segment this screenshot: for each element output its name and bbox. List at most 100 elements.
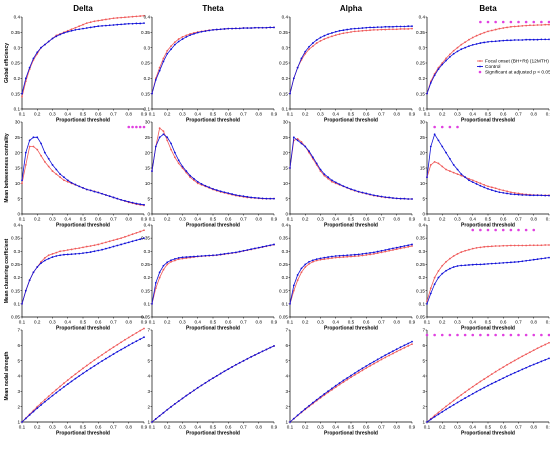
control-series-point: [464, 46, 467, 49]
control-series-point: [289, 92, 291, 95]
control-series-point: [28, 414, 31, 416]
control-series-point: [273, 26, 275, 29]
control-series-point: [475, 183, 478, 185]
x-tick-label: 0.2: [302, 112, 309, 117]
control-series-line: [426, 357, 550, 423]
x-tick-label: 0.4: [470, 425, 477, 430]
focal-series-point: [392, 352, 394, 355]
focal-series-point: [376, 360, 379, 363]
control-series-point: [143, 237, 145, 240]
focal-series-point: [173, 259, 176, 262]
significance-marker: [486, 333, 490, 337]
focal-series-point: [357, 371, 360, 374]
focal-series-point: [101, 353, 103, 356]
focal-series-point: [327, 257, 330, 260]
significance-marker: [494, 20, 497, 24]
control-series-point: [498, 379, 501, 381]
x-tick-label: 0.9: [546, 425, 550, 430]
control-series-point: [407, 342, 410, 345]
y-tick-label: 25: [420, 135, 426, 140]
y-tick-label: 30: [420, 120, 426, 125]
focal-series-point: [448, 402, 451, 405]
control-series-point: [483, 186, 486, 189]
control-series-point: [185, 394, 188, 397]
control-series-point: [384, 25, 387, 28]
focal-series-point: [327, 36, 330, 39]
focal-series-point: [124, 235, 126, 238]
control-series-point: [342, 379, 345, 382]
y-tick-label: 0.2: [144, 76, 151, 81]
focal-series-point: [63, 249, 65, 252]
focal-series-point: [376, 28, 379, 31]
control-series-point: [158, 136, 161, 139]
y-tick-label: 0.4: [14, 15, 21, 20]
control-series-point: [85, 251, 88, 254]
control-series-point: [154, 281, 157, 284]
control-series-point: [331, 387, 333, 390]
focal-series-point: [395, 350, 398, 353]
control-series-point: [47, 157, 50, 160]
focal-series-point: [490, 186, 493, 189]
control-series-point: [124, 242, 126, 245]
focal-series-point: [21, 95, 23, 98]
significance-marker: [456, 125, 459, 129]
control-series-point: [487, 40, 489, 43]
focal-series-point: [407, 28, 410, 30]
focal-series-point: [108, 17, 111, 20]
focal-series-point: [350, 376, 352, 379]
y-tick-label: 0.3: [14, 249, 21, 254]
control-series-point: [532, 258, 535, 261]
x-tick-label: 0.8: [126, 217, 133, 222]
control-series-point: [456, 50, 459, 53]
focal-series-point: [127, 16, 130, 18]
control-series-point: [66, 30, 69, 33]
focal-series-point: [55, 173, 58, 176]
focal-series-point: [384, 28, 387, 31]
x-tick-label: 0.7: [240, 217, 247, 222]
focal-series-point: [120, 16, 123, 19]
focal-series-point: [334, 256, 337, 259]
focal-series-point: [108, 240, 111, 243]
y-tick-label: 6: [285, 343, 288, 348]
x-tick-label: 0.9: [409, 425, 416, 430]
control-series-point: [170, 405, 172, 408]
panel-alpha-row1: 0.1 0.15 0.2 0.25 0.3 0.35 0.4 0.1 0.2 0.3 0.4 0.5 0…: [279, 15, 416, 124]
focal-series-point: [28, 145, 31, 148]
focal-series-line: [426, 161, 549, 196]
control-series-point: [78, 375, 81, 377]
control-series-point: [361, 367, 364, 370]
x-tick-label: 0.7: [110, 112, 117, 117]
control-series-point: [311, 401, 314, 404]
control-series-point: [227, 252, 230, 255]
focal-series-point: [311, 45, 314, 48]
control-series-point: [311, 156, 314, 159]
control-series-point: [353, 372, 356, 374]
focal-series-point: [346, 31, 349, 34]
focal-series-point: [479, 380, 482, 383]
focal-series-point: [85, 22, 88, 25]
x-axis-label: Proportional threshold: [186, 223, 240, 229]
control-series-point: [24, 77, 27, 80]
panel-delta-row2: 0 5 10 15 20 25 30 0.1 0.2 0.3 0.4 0.5 0.6 0.7 0.8 0.9 P…: [15, 120, 148, 229]
y-tick-label: 6: [422, 343, 425, 348]
focal-series-point: [162, 268, 165, 271]
y-tick-label: 0.05: [141, 315, 150, 320]
significance-marker: [479, 228, 482, 232]
x-tick-label: 0.1: [149, 425, 156, 430]
control-series-point: [544, 194, 547, 197]
control-series-point: [483, 386, 486, 389]
x-axis-label: Proportional threshold: [56, 223, 110, 229]
focal-series-point: [89, 361, 92, 364]
focal-series-point: [331, 257, 333, 260]
control-series-point: [548, 38, 550, 41]
focal-series-point: [384, 356, 387, 359]
control-series-point: [292, 136, 295, 139]
x-tick-label: 0.5: [210, 320, 217, 325]
control-series-point: [384, 249, 387, 251]
control-series-point: [448, 267, 451, 270]
focal-series-point: [70, 376, 73, 378]
y-tick-label: 1: [422, 420, 425, 425]
control-series-point: [300, 411, 303, 413]
x-tick-label: 0.5: [210, 217, 217, 222]
control-series-point: [399, 245, 402, 248]
